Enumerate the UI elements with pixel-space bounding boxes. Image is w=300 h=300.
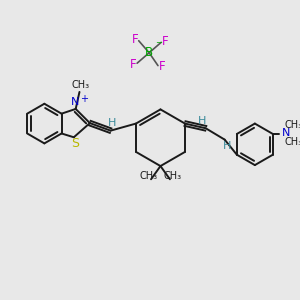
Text: N: N [282, 128, 290, 138]
Text: CH₃: CH₃ [284, 119, 300, 130]
Text: F: F [132, 33, 138, 46]
Text: F: F [162, 35, 168, 48]
Text: −: − [155, 38, 162, 47]
Text: H: H [198, 116, 206, 126]
Text: S: S [71, 137, 79, 150]
Text: F: F [130, 58, 136, 70]
Text: H: H [223, 141, 232, 151]
Text: N: N [70, 97, 79, 107]
Text: H: H [108, 118, 117, 128]
Text: +: + [80, 94, 88, 103]
Text: B: B [145, 46, 153, 59]
Text: F: F [158, 60, 165, 73]
Text: CH₃: CH₃ [164, 171, 182, 182]
Text: CH₃: CH₃ [284, 137, 300, 147]
Text: CH₃: CH₃ [139, 171, 157, 182]
Text: CH₃: CH₃ [71, 80, 89, 90]
